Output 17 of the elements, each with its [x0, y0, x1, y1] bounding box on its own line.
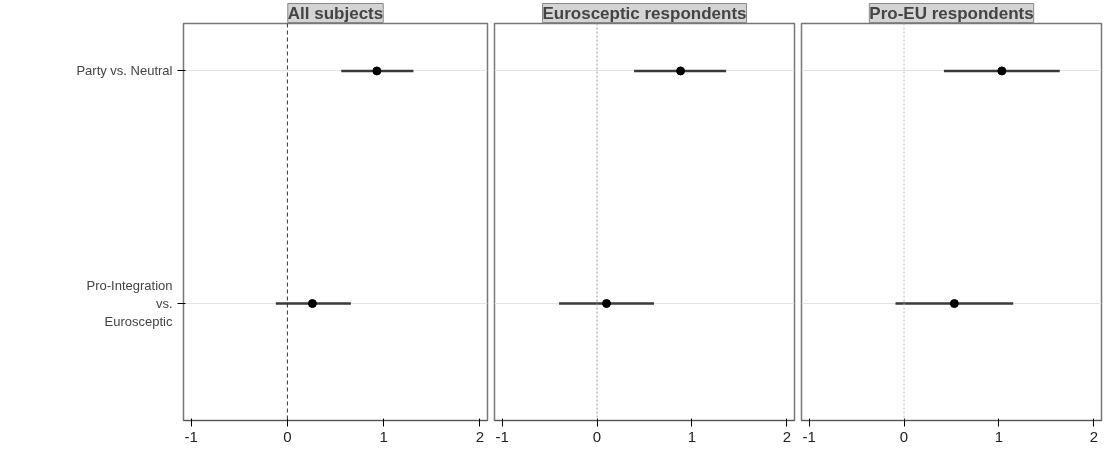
x-tick-label: 0	[283, 427, 292, 445]
x-tick-label: 1	[379, 427, 388, 445]
x-tick-label: -1	[184, 427, 198, 445]
x-tick-label: 2	[1089, 427, 1099, 445]
x-tick-label: 0	[899, 427, 909, 445]
x-tick-label: 1	[687, 427, 697, 445]
chart-title: Eurosceptic respondents	[542, 3, 747, 23]
x-tick-label: 1	[994, 427, 1004, 445]
chart-title: Pro-EU respondents	[869, 3, 1034, 23]
chart-title: All subjects	[287, 3, 384, 23]
x-tick-label: -1	[802, 427, 816, 445]
y-tick-label: Pro-Integration vs. Eurosceptic	[86, 278, 173, 330]
x-tick-label: 2	[782, 427, 792, 445]
y-tick-label: Party vs. Neutral	[76, 63, 173, 79]
x-tick-label: 2	[475, 427, 484, 445]
x-tick-label: 0	[592, 427, 602, 445]
x-tick-label: -1	[495, 427, 509, 445]
